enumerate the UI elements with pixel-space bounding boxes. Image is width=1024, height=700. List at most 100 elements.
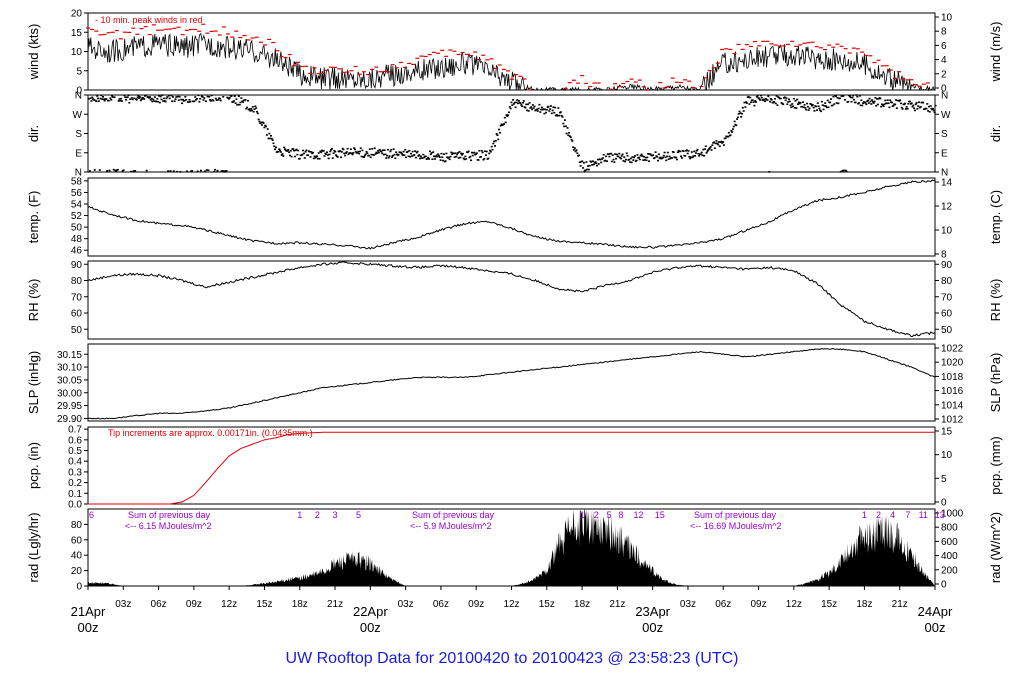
direction-point <box>806 105 809 108</box>
x-hour-tick-label: 06z <box>151 599 167 610</box>
direction-point <box>927 105 930 108</box>
direction-point <box>180 98 183 101</box>
x-hour-tick-label: 15z <box>821 599 837 610</box>
direction-point <box>354 151 357 153</box>
direction-point <box>668 155 671 158</box>
slp-ytick-right-label: 1018 <box>941 372 964 383</box>
direction-point <box>289 149 292 152</box>
direction-point <box>870 103 873 105</box>
direction-point <box>585 161 588 163</box>
direction-point <box>389 150 392 153</box>
rad-ylabel-right: rad (W/m^2) <box>988 512 1003 583</box>
direction-point <box>590 161 593 163</box>
direction-point <box>676 151 679 154</box>
direction-point <box>618 152 621 155</box>
x-hour-tick-label: 12z <box>221 599 237 610</box>
direction-point <box>331 157 334 159</box>
direction-point <box>760 96 763 99</box>
direction-point <box>120 97 123 100</box>
rh-ytick-label: 60 <box>71 309 83 320</box>
temp-ylabel-right: temp. (C) <box>988 190 1003 244</box>
x-day-date-label: 22Apr <box>353 604 388 619</box>
direction-point <box>680 157 683 159</box>
direction-point <box>527 110 530 112</box>
direction-point <box>439 159 442 161</box>
direction-point <box>302 152 305 155</box>
direction-point <box>695 149 698 152</box>
direction-point <box>94 99 97 102</box>
radiation-hour-mark: 3 <box>333 510 338 520</box>
direction-point <box>497 138 500 141</box>
direction-point <box>638 158 641 161</box>
x-hour-tick-label: 18z <box>292 599 308 610</box>
direction-point <box>545 108 548 111</box>
direction-point <box>833 103 836 105</box>
temp-ytick-label: 52 <box>71 211 83 222</box>
direction-point <box>358 152 361 155</box>
direction-point <box>408 149 411 152</box>
direction-point <box>539 111 542 113</box>
direction-point <box>824 102 827 104</box>
direction-point <box>530 106 533 108</box>
direction-point <box>735 124 738 127</box>
direction-point <box>461 152 464 155</box>
rad-frame <box>87 508 936 587</box>
direction-point <box>157 95 160 97</box>
direction-point <box>820 110 823 113</box>
direction-point <box>779 97 782 100</box>
pcp-ylabel: pcp. (in) <box>26 442 41 489</box>
direction-point <box>365 150 368 153</box>
direction-point <box>845 170 848 173</box>
direction-point <box>329 150 332 153</box>
direction-point <box>195 98 198 101</box>
direction-point <box>181 98 184 101</box>
direction-point <box>340 151 343 153</box>
direction-point <box>574 150 577 153</box>
direction-point <box>727 135 730 138</box>
direction-point <box>611 154 614 156</box>
direction-point <box>817 105 820 108</box>
direction-point <box>788 100 791 103</box>
direction-point <box>380 150 383 153</box>
daily-sum-label: Sum of previous day <box>694 510 777 520</box>
direction-point <box>593 162 596 164</box>
direction-point <box>573 147 576 149</box>
direction-point <box>387 156 390 159</box>
daily-sum-value: <-- 5.9 MJoules/m^2 <box>410 521 492 531</box>
direction-point <box>478 149 481 152</box>
direction-point <box>219 99 222 102</box>
direction-point <box>475 152 478 155</box>
direction-point <box>269 137 272 140</box>
direction-point <box>512 103 515 105</box>
direction-point <box>395 151 398 153</box>
direction-point <box>874 96 877 99</box>
direction-point <box>199 169 202 172</box>
direction-point <box>93 169 96 171</box>
direction-point <box>134 170 137 172</box>
direction-point <box>290 155 293 158</box>
direction-point <box>733 120 736 123</box>
direction-point <box>790 106 793 109</box>
direction-point <box>898 100 901 102</box>
direction-point <box>246 106 249 109</box>
direction-point <box>335 154 338 156</box>
dir-panel <box>84 94 939 173</box>
direction-point <box>927 110 930 112</box>
direction-point <box>931 108 934 111</box>
direction-point <box>225 170 228 172</box>
x-hour-tick-label: 12z <box>503 599 519 610</box>
direction-point <box>404 148 407 151</box>
direction-point <box>784 99 787 102</box>
direction-point <box>620 155 623 157</box>
direction-point <box>703 155 706 157</box>
rh-ytick-right-label: 70 <box>941 292 953 303</box>
direction-point <box>482 158 485 161</box>
direction-point <box>266 128 269 130</box>
direction-point <box>407 155 410 157</box>
direction-point <box>314 157 317 159</box>
direction-point <box>639 154 642 157</box>
direction-point <box>316 155 319 157</box>
radiation-hour-mark: 11 <box>919 510 928 520</box>
direction-point <box>325 151 328 154</box>
direction-point <box>491 148 494 151</box>
